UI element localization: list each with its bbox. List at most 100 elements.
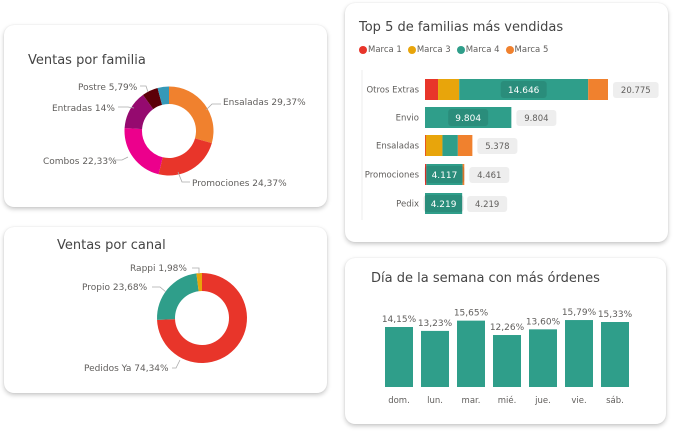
donut-slice-postre[interactable]: [143, 87, 163, 110]
data-label-postre: Postre 5,79%: [78, 83, 138, 93]
legend-item-marca-5[interactable]: Marca 5: [505, 45, 549, 55]
bar-segment-ensaladas-marca-4[interactable]: [442, 135, 458, 156]
category-label-ensaladas: Ensaladas: [376, 142, 420, 152]
chart-title: Ventas por familia: [28, 53, 146, 68]
data-label-lun: 13,23%: [418, 319, 453, 329]
leader-line: [114, 156, 129, 161]
donut-slice-entradas[interactable]: [124, 94, 154, 130]
leader-line: [172, 359, 181, 369]
category-label-mie: mié.: [498, 395, 517, 406]
total-label-bg: [516, 110, 557, 126]
leader-line: [177, 171, 190, 183]
data-label-rappi: Rappi 1,98%: [130, 264, 187, 274]
segment-label-otros-extras: 14.646: [508, 86, 540, 96]
segment-label-bg: [500, 81, 547, 98]
donut-slice-combos[interactable]: [124, 128, 163, 175]
bar-segment-promociones-marca-5[interactable]: [462, 164, 465, 185]
legend-dot-icon: [407, 46, 416, 54]
leader-line: [192, 267, 200, 274]
chart-title: Ventas por canal: [57, 238, 166, 253]
data-label-mie: 12,26%: [490, 323, 525, 333]
card-ventas-por-familia: Ventas por familia: [4, 25, 327, 207]
data-label-sab: 15,33%: [598, 310, 633, 320]
bar-sab[interactable]: [601, 322, 629, 387]
bar-vie[interactable]: [565, 320, 593, 387]
segment-label-pedix: 4.219: [431, 200, 457, 210]
legend-item-marca-1[interactable]: Marca 1: [359, 45, 402, 55]
donut-slice-pedidos-ya[interactable]: [157, 273, 247, 363]
total-label-bg: [467, 196, 508, 212]
total-label-pedix: 4.219: [475, 200, 499, 210]
total-label-bg: [469, 167, 510, 183]
data-label-entradas: Entradas 14%: [52, 104, 115, 114]
donut-slice-rappi[interactable]: [196, 273, 202, 292]
total-label-bg: [477, 138, 518, 154]
bar-jue[interactable]: [529, 329, 557, 387]
data-label-combos: Combos 22,33%: [43, 157, 117, 167]
legend-label: Marca 5: [514, 45, 549, 55]
bar-mar[interactable]: [457, 320, 485, 387]
bar-segment-ensaladas-marca-3[interactable]: [425, 135, 443, 156]
bar-segment-ensaladas-marca-5[interactable]: [457, 135, 473, 156]
data-label-promociones: Promociones 24,37%: [192, 179, 287, 189]
segment-label-bg: [448, 109, 489, 126]
category-label-promociones: Promociones: [365, 171, 420, 181]
total-label-promociones: 4.461: [477, 171, 501, 181]
legend-label: Marca 3: [416, 45, 451, 55]
segment-label-promociones: 4.117: [432, 171, 458, 181]
bar-mie[interactable]: [493, 335, 521, 387]
bar-dom[interactable]: [385, 327, 413, 387]
leader-line: [140, 85, 149, 93]
data-label-pedidos-ya: Pedidos Ya 74,34%: [84, 364, 169, 374]
bar-segment-otros-extras-marca-1[interactable]: [425, 79, 439, 100]
category-label-pedix: Pedix: [396, 200, 419, 210]
legend-item-marca-3[interactable]: Marca 3: [407, 45, 451, 55]
chart-legend: Marca 1 Marca 3 Marca 4 Marca 5: [359, 45, 548, 55]
bar-lun[interactable]: [421, 330, 449, 387]
leader-line: [118, 106, 135, 109]
bar-segment-promociones-marca-1[interactable]: [425, 164, 427, 185]
category-label-lun: lun.: [427, 396, 443, 406]
legend-label: Marca 4: [465, 45, 500, 55]
total-label-bg: [613, 82, 659, 98]
legend-dot-icon: [456, 46, 465, 54]
bar-segment-ensaladas-marca-1[interactable]: [425, 135, 426, 156]
data-label-mar: 15,65%: [454, 309, 489, 319]
bar-segment-otros-extras-marca-4[interactable]: [459, 79, 589, 100]
total-label-envio: 9.804: [524, 114, 548, 124]
legend-item-marca-4[interactable]: Marca 4: [456, 45, 500, 55]
total-label-otros-extras: 20.775: [621, 86, 651, 96]
leader-line: [152, 286, 167, 293]
donut-slice-other[interactable]: [157, 86, 169, 105]
chart-title: Top 5 de familias más vendidas: [359, 20, 564, 35]
segment-label-bg: [423, 195, 464, 212]
donut-slice-promociones[interactable]: [158, 138, 212, 176]
bar-segment-envio-marca-4[interactable]: [425, 107, 512, 128]
category-label-mar: mar.: [462, 396, 481, 406]
data-label-vie: 15,79%: [562, 308, 597, 318]
category-label-envio: Envio: [396, 114, 419, 124]
segment-label-bg: [424, 166, 465, 183]
data-label-jue: 13,60%: [526, 317, 561, 327]
donut-slice-propio[interactable]: [157, 273, 199, 320]
data-label-dom: 14,15%: [382, 315, 417, 325]
bar-segment-otros-extras-marca-5[interactable]: [588, 79, 608, 100]
total-label-ensaladas: 5.378: [485, 142, 509, 152]
legend-dot-icon: [359, 46, 367, 54]
bar-segment-otros-extras-marca-3[interactable]: [438, 79, 460, 100]
legend-label: Marca 1: [368, 45, 402, 55]
leader-line: [205, 103, 221, 111]
bar-segment-pedix-marca-4[interactable]: [425, 193, 463, 214]
category-label-sab: sáb.: [606, 396, 624, 406]
donut-slice-ensaladas[interactable]: [169, 86, 214, 144]
bar-segment-promociones-marca-4[interactable]: [426, 164, 463, 185]
category-label-dom: dom.: [388, 396, 410, 406]
data-label-ensaladas: Ensaladas 29,37%: [223, 98, 306, 108]
segment-label-envio: 9.804: [455, 114, 481, 124]
chart-title: Día de la semana con más órdenes: [371, 271, 600, 286]
category-label-vie: vie.: [571, 396, 586, 406]
